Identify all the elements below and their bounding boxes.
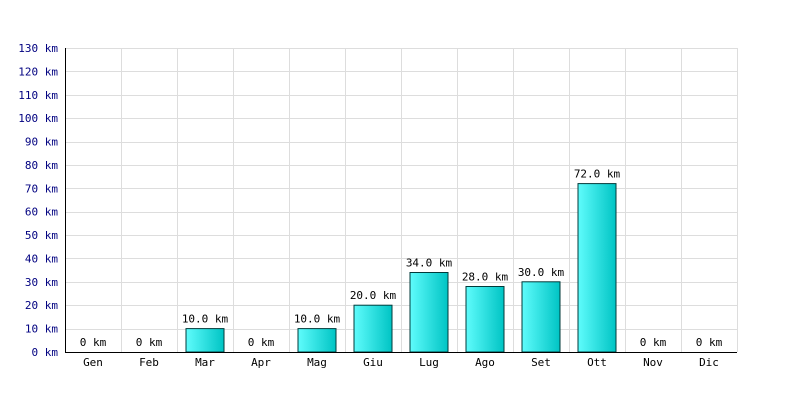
x-tick-label: Dic: [699, 356, 719, 369]
x-tick-label: Lug: [419, 356, 439, 369]
y-tick-label: 110 km: [18, 89, 58, 102]
data-label: 34.0 km: [406, 256, 453, 269]
y-tick-label: 80 km: [25, 159, 58, 172]
y-tick-label: 130 km: [18, 42, 58, 55]
x-tick-label: Feb: [139, 356, 159, 369]
y-tick-label: 30 km: [25, 276, 58, 289]
data-label: 10.0 km: [182, 313, 229, 326]
x-tick-label: Set: [531, 356, 551, 369]
y-tick-label: 20 km: [25, 299, 58, 312]
data-label: 0 km: [696, 336, 723, 349]
data-label: 0 km: [80, 336, 107, 349]
data-label: 72.0 km: [574, 168, 621, 181]
bar-ott: [577, 183, 617, 353]
x-tick-labels: Gen Feb Mar Apr Mag Giu Lug Ago Set Ott Nov Dic: [83, 356, 719, 369]
y-tick-label: 120 km: [18, 65, 58, 78]
axes: [65, 48, 737, 353]
data-label: 30.0 km: [518, 266, 565, 279]
x-tick-label: Mag: [307, 356, 327, 369]
x-tick-label: Ott: [587, 356, 607, 369]
bar-ago: [465, 286, 505, 353]
y-tick-label: 70 km: [25, 182, 58, 195]
bar-mar: [185, 328, 225, 353]
y-tick-label: 90 km: [25, 136, 58, 149]
x-tick-label: Gen: [83, 356, 103, 369]
y-tick-label: 40 km: [25, 252, 58, 265]
data-label: 20.0 km: [350, 289, 397, 302]
bar-giu: [353, 304, 393, 353]
data-label: 0 km: [640, 336, 667, 349]
y-tick-label: 100 km: [18, 112, 58, 125]
grid-lines: [65, 48, 738, 353]
bars: [185, 183, 617, 353]
data-label: 0 km: [248, 336, 275, 349]
y-tick-label: 0 km: [32, 346, 59, 359]
x-tick-label: Giu: [363, 356, 383, 369]
x-tick-label: Ago: [475, 356, 495, 369]
bar-lug: [409, 272, 449, 353]
y-tick-labels: 0 km 10 km 20 km 30 km 40 km 50 km 60 km 70 km 8…: [18, 42, 58, 359]
bar-mag: [297, 328, 337, 353]
y-tick-label: 60 km: [25, 206, 58, 219]
data-label: 0 km: [136, 336, 163, 349]
data-labels: 0 km 0 km 10.0 km 0 km 10.0 km 20.0 km 34.0 km…: [80, 168, 723, 349]
x-tick-label: Mar: [195, 356, 215, 369]
y-tick-label: 10 km: [25, 323, 58, 336]
data-label: 10.0 km: [294, 313, 341, 326]
x-tick-label: Nov: [643, 356, 663, 369]
data-label: 28.0 km: [462, 271, 509, 284]
x-tick-label: Apr: [251, 356, 271, 369]
y-tick-label: 50 km: [25, 229, 58, 242]
bar-set: [521, 281, 561, 353]
